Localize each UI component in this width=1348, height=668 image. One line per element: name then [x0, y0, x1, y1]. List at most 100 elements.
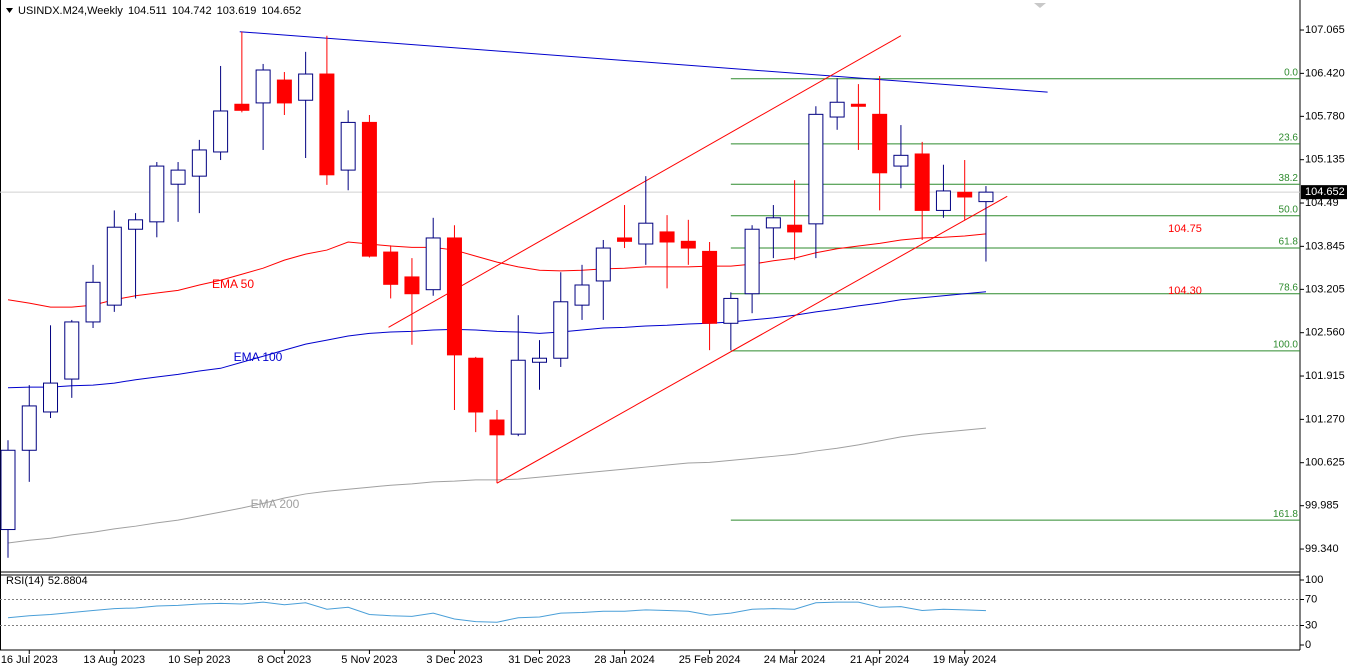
candle-body: [276, 79, 292, 104]
annotation: 104.75: [1168, 223, 1202, 235]
candle-body: [510, 359, 526, 435]
candle-body: [149, 165, 165, 223]
ema-label: EMA 100: [234, 350, 283, 364]
candle-body: [319, 73, 335, 176]
candle-body: [765, 217, 781, 229]
candle-body: [957, 191, 973, 198]
trendline: [388, 35, 902, 328]
x-tick-label: 3 Dec 2023: [426, 654, 482, 666]
x-tick-label: 5 Nov 2023: [341, 654, 397, 666]
candle-body: [702, 250, 718, 324]
y-tick-label: 101.915: [1305, 370, 1345, 382]
candle-body: [935, 190, 951, 211]
candle-body: [170, 169, 186, 185]
y-tick-label: 99.340: [1305, 543, 1339, 555]
ema-label: EMA 200: [251, 497, 300, 511]
x-tick-label: 25 Feb 2024: [679, 654, 741, 666]
candle-body: [808, 113, 824, 225]
candle-body: [680, 240, 696, 249]
fib-label: 23.6: [1279, 133, 1299, 144]
candle-body: [85, 281, 101, 323]
ema-line: [7, 291, 987, 389]
candle-body: [255, 69, 271, 104]
y-tick-label: 103.845: [1305, 240, 1345, 252]
y-tick-label: 100.625: [1305, 457, 1345, 469]
candle-body: [191, 149, 207, 177]
y-tick-label: 101.270: [1305, 413, 1345, 425]
candle-body: [787, 224, 803, 233]
indicator-value: 52.8804: [48, 575, 88, 587]
candle-body: [532, 357, 547, 363]
y-tick-label: 30: [1305, 619, 1317, 631]
indicator-title: RSI(14): [6, 575, 44, 587]
candle-body: [106, 226, 122, 306]
ema-label: EMA 50: [212, 277, 254, 291]
trendline: [496, 195, 1008, 484]
fib-label: 161.8: [1273, 509, 1298, 520]
candle-body: [43, 382, 59, 413]
candle-body: [468, 357, 484, 413]
y-tick-label: 106.420: [1305, 67, 1345, 79]
x-tick-label: 28 Jan 2024: [594, 654, 655, 666]
rsi-line: [7, 601, 986, 623]
fib-label: 78.6: [1279, 282, 1299, 293]
candle-body: [234, 103, 250, 111]
candle-body: [446, 237, 462, 356]
candle-body: [978, 191, 994, 203]
fib-label: 100.0: [1273, 339, 1298, 350]
candle-body: [723, 297, 739, 324]
trendline: [239, 31, 1048, 93]
fib-label: 0.0: [1284, 67, 1298, 78]
candle-body: [340, 121, 356, 171]
candle-body: [489, 419, 505, 436]
candle-body: [893, 154, 909, 167]
candle-body: [128, 219, 144, 230]
ema-line: [7, 233, 987, 308]
annotation: 104.30: [1168, 285, 1202, 297]
candle-body: [361, 121, 377, 257]
fib-label: 61.8: [1279, 237, 1299, 248]
candle-body: [64, 321, 80, 380]
candle-body: [659, 231, 675, 243]
y-tick-label: 105.780: [1305, 110, 1345, 122]
fib-label: 38.2: [1279, 173, 1299, 184]
chart-title: USINDX.M24,Weekly: [18, 5, 123, 17]
y-tick-label: 102.560: [1305, 327, 1345, 339]
y-tick-label: 105.135: [1305, 154, 1345, 166]
candle-body: [744, 228, 760, 295]
x-tick-label: 31 Dec 2023: [508, 654, 570, 666]
x-tick-label: 13 Aug 2023: [83, 654, 145, 666]
candle-body: [404, 276, 420, 295]
candle-body: [829, 101, 845, 118]
candle-body: [872, 113, 888, 174]
ohlc-value: 103.619: [217, 5, 257, 17]
candle-body: [914, 153, 930, 211]
candle-body: [21, 405, 37, 451]
y-tick-label: 104.49: [1305, 197, 1339, 209]
candle-body: [553, 301, 569, 359]
y-tick-label: 99.985: [1305, 500, 1339, 512]
x-tick-label: 21 Apr 2024: [850, 654, 909, 666]
x-tick-label: 10 Sep 2023: [168, 654, 230, 666]
candle-body: [213, 110, 229, 153]
y-tick-label: 70: [1305, 593, 1317, 605]
x-tick-label: 24 Mar 2024: [764, 654, 826, 666]
x-tick-label: 8 Oct 2023: [257, 654, 311, 666]
candle-body: [425, 237, 441, 291]
ohlc-value: 104.652: [261, 5, 301, 17]
y-tick-label: 103.205: [1305, 283, 1345, 295]
y-tick-label: 100: [1305, 574, 1323, 586]
candle-body: [298, 73, 314, 101]
price-tag-label: 104.652: [1305, 186, 1345, 198]
x-tick-label: 19 May 2024: [933, 654, 997, 666]
candle-body: [595, 247, 611, 282]
candle-body: [574, 284, 590, 306]
x-tick-label: 16 Jul 2023: [1, 654, 58, 666]
candle-body: [383, 251, 399, 285]
ohlc-value: 104.511: [128, 5, 167, 17]
ohlc-value: 104.742: [172, 5, 212, 17]
candle-body: [0, 449, 16, 531]
menu-arrow: [6, 8, 13, 13]
